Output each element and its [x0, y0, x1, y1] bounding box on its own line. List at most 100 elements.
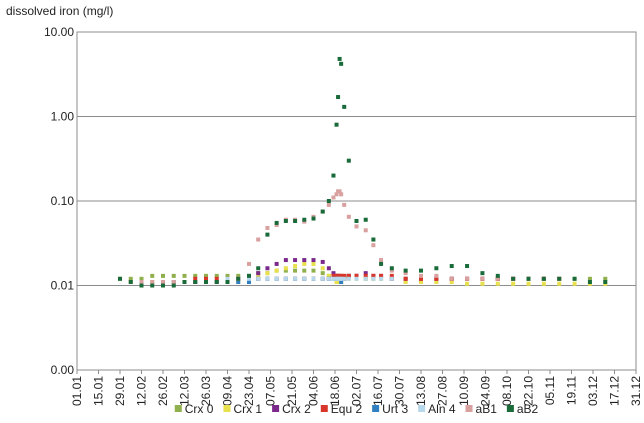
- marker: [256, 273, 261, 278]
- marker: [204, 280, 208, 285]
- marker: [339, 192, 344, 197]
- marker: [283, 266, 288, 271]
- marker: [557, 276, 562, 281]
- marker: [480, 271, 485, 276]
- marker: [389, 276, 394, 281]
- marker: [363, 273, 368, 278]
- marker: [265, 271, 270, 276]
- marker: [293, 218, 298, 223]
- marker: [302, 268, 307, 273]
- series: [225, 276, 394, 281]
- marker: [371, 276, 376, 281]
- legend-label: aB1: [476, 402, 498, 416]
- x-tick-label: 10.09: [457, 376, 471, 406]
- y-tick-label: 0.00: [51, 363, 75, 377]
- marker: [311, 276, 316, 281]
- marker: [587, 276, 592, 281]
- marker: [331, 271, 336, 276]
- marker: [419, 273, 423, 278]
- marker: [128, 276, 133, 281]
- marker: [541, 281, 546, 286]
- marker: [419, 280, 423, 285]
- marker: [331, 195, 336, 200]
- marker: [171, 273, 176, 278]
- marker: [354, 224, 359, 229]
- marker: [311, 216, 316, 221]
- x-tick-label: 09.04: [221, 376, 235, 406]
- marker: [434, 280, 439, 285]
- marker: [331, 273, 336, 278]
- marker: [326, 202, 331, 207]
- marker: [247, 273, 251, 278]
- y-tick-label: 1.00: [51, 110, 75, 124]
- legend-label: Aln 4: [428, 402, 456, 416]
- legend: Crx 0 Crx 1 Crx 2 Equ 2 Urt 3 Aln 4 aB1 aB2: [174, 402, 539, 416]
- marker: [225, 280, 230, 285]
- series: [118, 56, 608, 288]
- marker: [320, 276, 325, 281]
- marker: [274, 276, 279, 281]
- marker: [449, 280, 454, 285]
- marker: [204, 276, 208, 281]
- marker: [326, 276, 331, 281]
- legend-swatch: [465, 405, 473, 412]
- marker: [346, 273, 351, 278]
- marker: [339, 276, 344, 281]
- marker: [354, 276, 359, 281]
- marker: [480, 276, 485, 281]
- marker: [587, 280, 592, 285]
- marker: [495, 273, 500, 278]
- marker: [265, 225, 270, 230]
- x-tick-label: 26.02: [156, 376, 170, 406]
- legend-swatch: [272, 405, 280, 412]
- marker: [449, 276, 454, 281]
- marker: [379, 261, 384, 266]
- x-tick-label: 22.10: [522, 376, 536, 406]
- marker: [225, 276, 230, 281]
- marker: [389, 268, 394, 273]
- marker: [150, 280, 155, 285]
- x-tick-label: 29.01: [113, 376, 127, 406]
- marker: [161, 280, 165, 285]
- marker: [302, 276, 307, 281]
- marker: [331, 173, 336, 178]
- marker: [363, 228, 368, 233]
- marker: [320, 209, 325, 214]
- marker: [265, 276, 270, 281]
- marker: [182, 273, 187, 278]
- marker: [293, 268, 298, 273]
- marker: [403, 271, 408, 276]
- legend-swatch: [320, 405, 328, 412]
- marker: [557, 281, 562, 286]
- marker: [337, 56, 342, 61]
- marker: [293, 264, 298, 269]
- marker: [171, 283, 176, 288]
- marker: [274, 261, 279, 266]
- marker: [236, 280, 241, 285]
- marker: [363, 271, 368, 276]
- legend-swatch: [418, 405, 426, 412]
- marker: [256, 271, 261, 276]
- marker: [434, 276, 439, 281]
- marker: [320, 259, 325, 264]
- marker: [419, 268, 423, 273]
- marker: [334, 192, 339, 197]
- legend-swatch: [372, 405, 380, 412]
- marker: [339, 280, 344, 285]
- marker: [354, 218, 359, 223]
- marker: [293, 276, 298, 281]
- x-tick-label: 03.12: [586, 376, 600, 406]
- marker: [150, 273, 155, 278]
- marker: [541, 276, 546, 281]
- marker: [302, 261, 307, 266]
- marker: [331, 276, 336, 281]
- marker: [302, 217, 307, 222]
- legend-swatch: [174, 405, 182, 412]
- marker: [403, 268, 408, 273]
- marker: [293, 258, 298, 263]
- marker: [371, 243, 376, 248]
- legend-label: aB2: [517, 402, 539, 416]
- marker: [283, 268, 288, 273]
- marker: [171, 280, 176, 285]
